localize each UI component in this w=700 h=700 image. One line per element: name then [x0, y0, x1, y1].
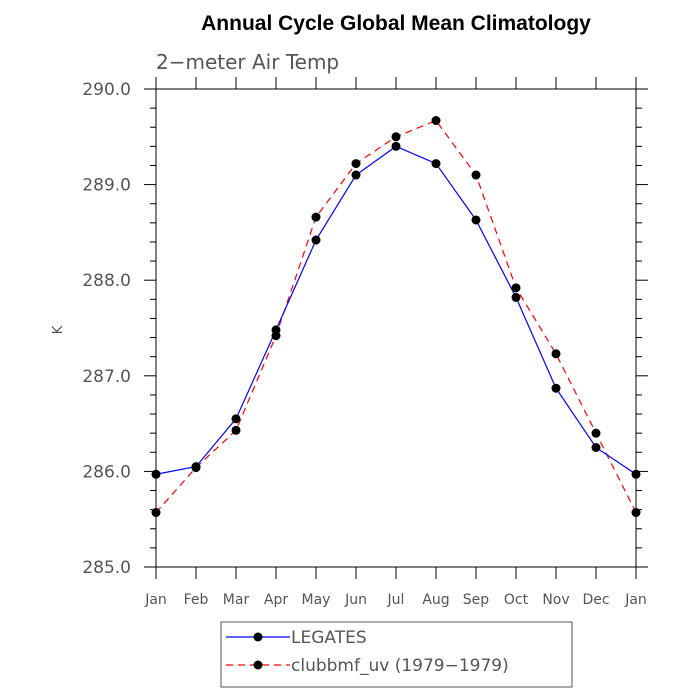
x-tick-label: Jun: [344, 592, 367, 608]
legend-box: [220, 621, 573, 688]
data-point: [551, 383, 561, 393]
data-point: [311, 212, 321, 222]
data-point: [471, 170, 481, 180]
x-tick-label: Nov: [542, 592, 569, 608]
legend-marker: [253, 660, 263, 670]
y-tick-label: 287.0: [82, 367, 131, 387]
x-tick-label: Sep: [463, 592, 490, 608]
legend-label: clubbmf_uv (1979−1979): [291, 656, 509, 676]
data-point: [151, 508, 161, 518]
data-point: [351, 170, 361, 180]
x-tick-label: Mar: [223, 592, 250, 608]
data-point: [511, 292, 521, 302]
legend-label: LEGATES: [291, 628, 367, 648]
y-tick-label: 285.0: [82, 558, 131, 578]
data-point: [271, 331, 281, 341]
y-tick-label: 290.0: [82, 80, 131, 100]
data-point: [311, 235, 321, 245]
axis-ticks: 285.0 286.0 287.0 288.0 289.0 290.0 Jan Feb Mar A…: [82, 77, 648, 608]
data-point: [231, 414, 241, 424]
data-point: [471, 215, 481, 225]
data-point: [191, 463, 201, 473]
data-point: [351, 159, 361, 169]
x-tick-label: Apr: [264, 592, 288, 608]
data-point: [431, 159, 441, 169]
series-layer: [151, 116, 641, 518]
y-axis-label: K: [51, 325, 66, 334]
y-tick-label: 289.0: [82, 176, 131, 196]
data-point: [631, 469, 641, 479]
x-tick-label: Jul: [387, 592, 405, 608]
y-tick-label: 286.0: [82, 462, 131, 482]
x-tick-label: Jan: [144, 592, 167, 608]
plot-frame: [155, 88, 637, 568]
series-line: [155, 145, 637, 475]
legend: LEGATES clubbmf_uv (1979−1979): [220, 621, 573, 688]
x-tick-label: Feb: [184, 592, 209, 608]
data-point: [391, 132, 401, 142]
data-point: [151, 469, 161, 479]
x-tick-label: Dec: [582, 592, 609, 608]
data-point: [551, 349, 561, 359]
x-tick-label: Aug: [422, 592, 449, 608]
data-point: [511, 283, 521, 293]
data-point: [231, 425, 241, 435]
chart-subtitle: 2−meter Air Temp: [156, 50, 339, 74]
x-tick-label: May: [302, 592, 331, 608]
legend-marker: [253, 632, 263, 642]
data-point: [591, 443, 601, 452]
data-point: [591, 428, 601, 438]
data-point: [431, 116, 441, 126]
data-point: [391, 141, 401, 151]
series-line: [155, 119, 637, 513]
chart-title: Annual Cycle Global Mean Climatology: [201, 12, 591, 35]
y-tick-label: 288.0: [82, 271, 131, 291]
x-tick-label: Oct: [504, 592, 529, 608]
data-point: [631, 508, 641, 518]
x-tick-label: Jan: [624, 592, 647, 608]
